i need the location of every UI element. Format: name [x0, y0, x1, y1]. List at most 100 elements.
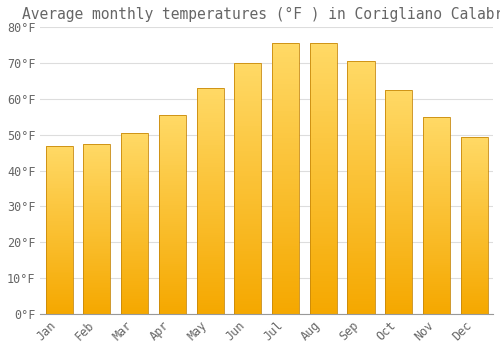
Bar: [423, 119, 450, 121]
Bar: [46, 257, 73, 258]
Bar: [460, 136, 488, 314]
Bar: [121, 171, 148, 173]
Bar: [84, 210, 110, 212]
Bar: [196, 215, 224, 217]
Bar: [46, 260, 73, 262]
Bar: [272, 292, 299, 295]
Bar: [310, 198, 337, 200]
Bar: [310, 187, 337, 189]
Bar: [460, 282, 488, 284]
Bar: [84, 283, 110, 285]
Bar: [385, 101, 412, 103]
Bar: [272, 157, 299, 160]
Bar: [84, 178, 110, 180]
Bar: [460, 298, 488, 300]
Bar: [310, 76, 337, 79]
Bar: [310, 184, 337, 187]
Bar: [121, 205, 148, 207]
Bar: [310, 208, 337, 211]
Bar: [196, 127, 224, 129]
Bar: [460, 172, 488, 174]
Bar: [159, 223, 186, 224]
Bar: [385, 236, 412, 238]
Bar: [460, 287, 488, 289]
Bar: [310, 135, 337, 138]
Bar: [348, 281, 374, 284]
Bar: [234, 254, 262, 256]
Bar: [121, 133, 148, 135]
Bar: [121, 234, 148, 236]
Bar: [385, 193, 412, 195]
Bar: [272, 284, 299, 287]
Bar: [348, 183, 374, 185]
Bar: [84, 208, 110, 210]
Bar: [423, 172, 450, 174]
Bar: [234, 211, 262, 213]
Bar: [348, 152, 374, 155]
Bar: [46, 243, 73, 245]
Bar: [196, 305, 224, 307]
Bar: [348, 94, 374, 97]
Bar: [46, 299, 73, 300]
Bar: [159, 296, 186, 298]
Bar: [159, 226, 186, 229]
Bar: [272, 303, 299, 306]
Bar: [310, 222, 337, 225]
Bar: [234, 151, 262, 153]
Bar: [348, 74, 374, 77]
Bar: [310, 308, 337, 311]
Bar: [348, 89, 374, 92]
Bar: [423, 184, 450, 186]
Bar: [84, 275, 110, 276]
Bar: [348, 99, 374, 102]
Bar: [159, 304, 186, 306]
Bar: [84, 299, 110, 300]
Bar: [310, 144, 337, 146]
Bar: [272, 117, 299, 119]
Bar: [348, 84, 374, 86]
Bar: [196, 174, 224, 176]
Bar: [348, 145, 374, 147]
Bar: [385, 278, 412, 280]
Bar: [234, 312, 262, 314]
Bar: [46, 290, 73, 292]
Bar: [234, 284, 262, 286]
Bar: [385, 180, 412, 182]
Bar: [423, 265, 450, 267]
Bar: [159, 173, 186, 175]
Bar: [196, 97, 224, 99]
Bar: [310, 225, 337, 228]
Bar: [272, 49, 299, 51]
Bar: [159, 181, 186, 183]
Bar: [84, 205, 110, 207]
Bar: [310, 273, 337, 276]
Bar: [84, 237, 110, 239]
Bar: [272, 249, 299, 252]
Bar: [46, 157, 73, 159]
Bar: [272, 260, 299, 262]
Bar: [46, 161, 73, 162]
Bar: [84, 191, 110, 193]
Bar: [234, 221, 262, 224]
Bar: [234, 256, 262, 259]
Bar: [385, 112, 412, 114]
Bar: [121, 184, 148, 186]
Bar: [84, 276, 110, 278]
Bar: [159, 210, 186, 212]
Bar: [310, 125, 337, 127]
Bar: [84, 263, 110, 265]
Bar: [272, 95, 299, 98]
Bar: [234, 214, 262, 216]
Bar: [46, 191, 73, 193]
Bar: [348, 256, 374, 258]
Bar: [46, 255, 73, 257]
Bar: [159, 268, 186, 270]
Bar: [196, 113, 224, 115]
Bar: [196, 239, 224, 241]
Bar: [84, 207, 110, 208]
Bar: [46, 159, 73, 161]
Bar: [196, 212, 224, 215]
Bar: [460, 250, 488, 252]
Bar: [46, 306, 73, 307]
Bar: [84, 225, 110, 227]
